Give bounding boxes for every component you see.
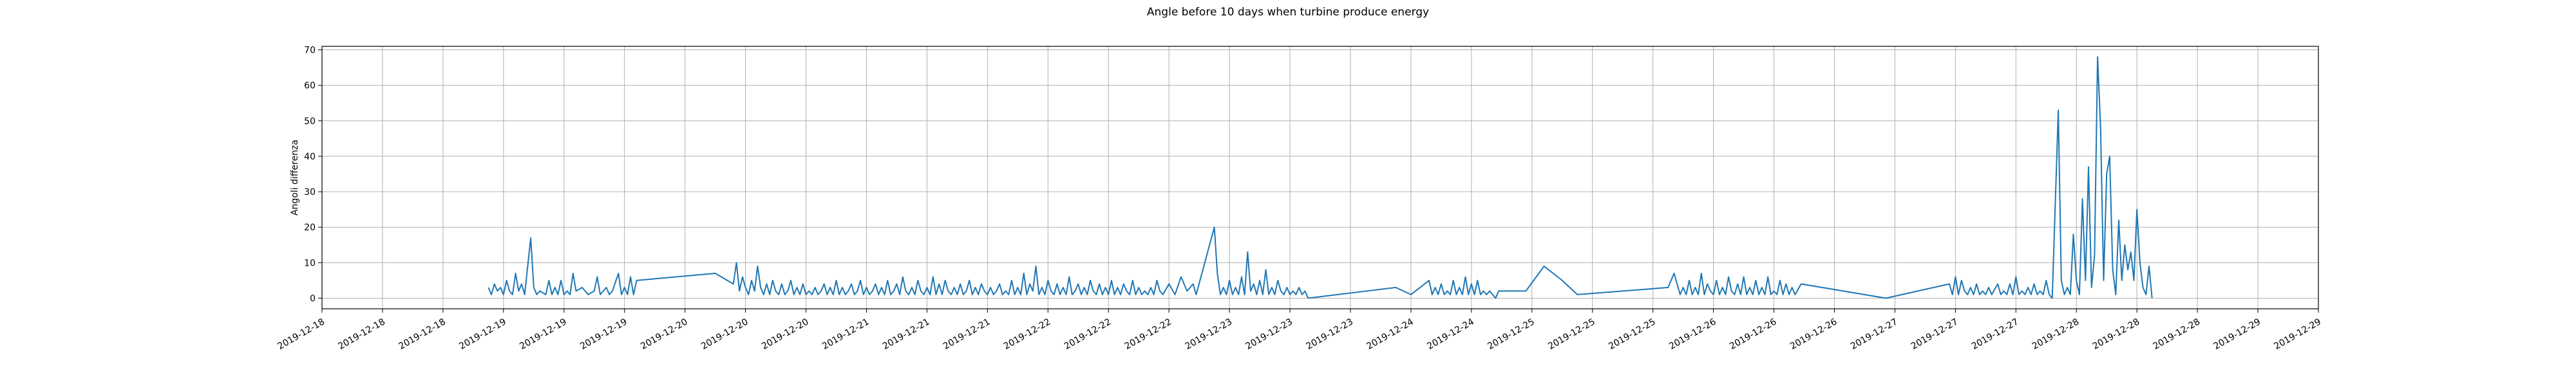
plot-frame — [321, 46, 2319, 309]
x-axis: 2019-12-18 2019-12-18 2019-12-18 2019-12-19… — [276, 309, 2323, 352]
x-tick-label: 2019-12-23 — [1184, 317, 1234, 352]
x-tick-label: 2019-12-22 — [1123, 317, 1173, 352]
y-tick-label: 70 — [304, 46, 316, 56]
y-tick-label: 30 — [304, 187, 316, 198]
y-axis: 0 10 20 30 40 50 60 70 — [304, 46, 322, 304]
x-tick-label: 2019-12-28 — [2091, 317, 2141, 352]
y-tick-label: 10 — [304, 258, 316, 268]
x-tick-label: 2019-12-26 — [1728, 317, 1779, 352]
x-tick-label: 2019-12-28 — [2031, 317, 2081, 352]
y-tick-label: 0 — [310, 293, 316, 304]
x-tick-label: 2019-12-26 — [1667, 317, 1718, 352]
gridlines — [321, 46, 2319, 309]
x-tick-label: 2019-12-18 — [276, 317, 327, 352]
y-tick-label: 40 — [304, 152, 316, 162]
x-tick-label: 2019-12-18 — [336, 317, 386, 352]
x-tick-label: 2019-12-19 — [518, 317, 568, 352]
x-tick-label: 2019-12-23 — [1244, 317, 1294, 352]
x-tick-label: 2019-12-20 — [639, 317, 689, 352]
x-tick-label: 2019-12-27 — [1909, 317, 1960, 352]
x-tick-label: 2019-12-25 — [1486, 317, 1536, 352]
x-tick-label: 2019-12-22 — [1002, 317, 1052, 352]
x-tick-label: 2019-12-19 — [578, 317, 629, 352]
y-tick-label: 60 — [304, 81, 316, 91]
x-tick-label: 2019-12-28 — [2152, 317, 2202, 352]
y-tick-label: 50 — [304, 116, 316, 127]
x-tick-label: 2019-12-27 — [1970, 317, 2020, 352]
x-tick-label: 2019-12-20 — [699, 317, 750, 352]
x-tick-label: 2019-12-23 — [1304, 317, 1354, 352]
series-layer — [488, 56, 2153, 299]
y-tick-label: 20 — [304, 223, 316, 233]
x-tick-label: 2019-12-24 — [1365, 317, 1416, 352]
x-tick-label: 2019-12-26 — [1788, 317, 1839, 352]
x-tick-label: 2019-12-21 — [881, 317, 931, 352]
x-tick-label: 2019-12-22 — [1063, 317, 1113, 352]
series-line — [488, 56, 2153, 299]
x-tick-label: 2019-12-27 — [1849, 317, 1899, 352]
chart-title: Angle before 10 days when turbine produc… — [1147, 6, 1429, 19]
x-tick-label: 2019-12-29 — [2212, 317, 2262, 352]
x-tick-label: 2019-12-29 — [2273, 317, 2323, 352]
x-tick-label: 2019-12-25 — [1607, 317, 1657, 352]
x-tick-label: 2019-12-20 — [760, 317, 810, 352]
x-tick-label: 2019-12-25 — [1546, 317, 1596, 352]
x-tick-label: 2019-12-21 — [942, 317, 992, 352]
x-tick-label: 2019-12-18 — [397, 317, 447, 352]
x-tick-label: 2019-12-19 — [457, 317, 507, 352]
x-tick-label: 2019-12-24 — [1425, 317, 1476, 352]
x-tick-label: 2019-12-21 — [820, 317, 871, 352]
y-axis-label: Angoli differenza — [290, 140, 300, 216]
